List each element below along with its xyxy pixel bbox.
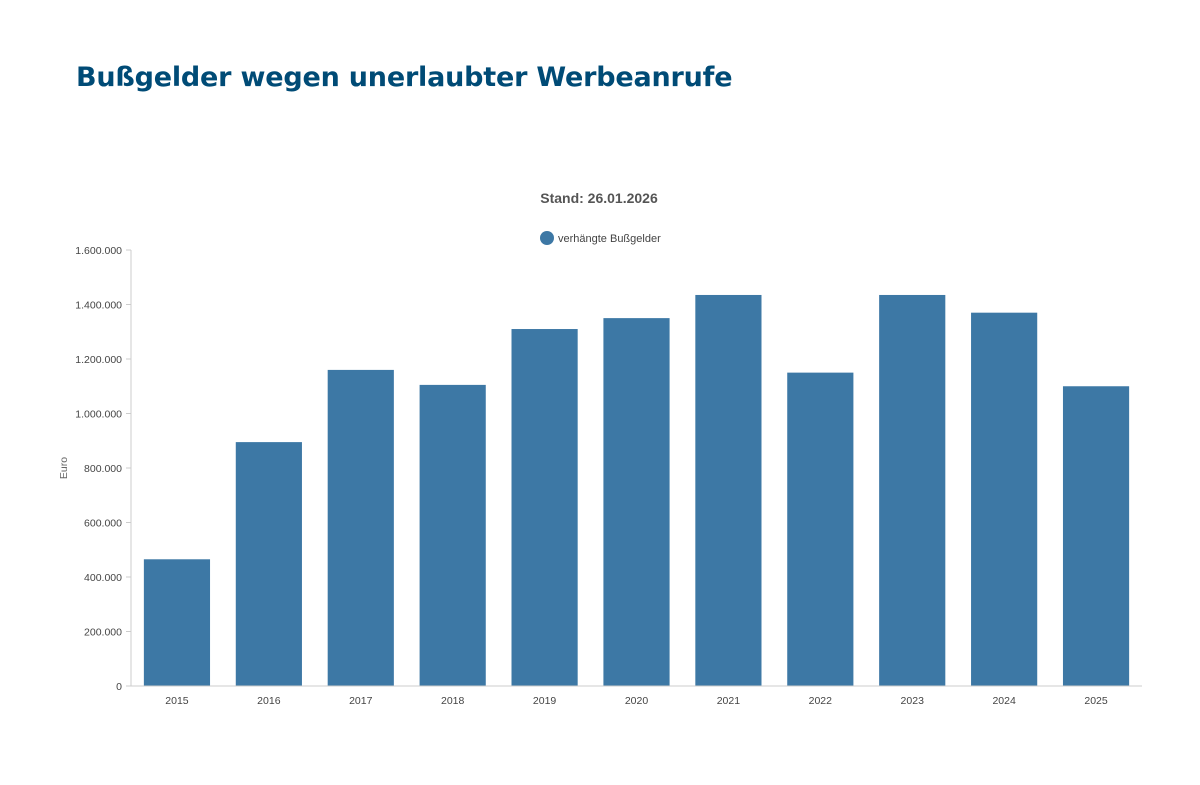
y-axis-ticks: 0 200.000 400.000 600.000 800.000 1.000.000 1.… (75, 245, 131, 693)
bar-2021[interactable] (695, 294, 762, 686)
x-tick-label: 2022 (809, 695, 833, 707)
page-title: Bußgelder wegen unerlaubter Werbeanrufe (76, 62, 733, 93)
y-axis-title: Euro (58, 457, 70, 479)
legend-marker[interactable] (540, 231, 554, 245)
y-tick-label: 400.000 (84, 572, 122, 584)
y-tick-label: 1.200.000 (75, 354, 122, 366)
y-tick-label: 1.600.000 (75, 245, 122, 257)
x-tick-label: 2016 (257, 695, 281, 707)
x-tick-label: 2021 (717, 695, 741, 707)
y-tick-label: 1.400.000 (75, 300, 122, 312)
x-axis-ticks: 2015 2016 2017 2018 2019 2020 2021 2022 2023 2024… (165, 695, 1108, 707)
bar-2019[interactable] (511, 329, 578, 686)
bar-2018[interactable] (419, 384, 486, 686)
x-tick-label: 2025 (1084, 695, 1108, 707)
x-tick-label: 2020 (625, 695, 649, 707)
y-tick-label: 200.000 (84, 627, 122, 639)
y-tick-label: 1.000.000 (75, 409, 122, 421)
y-tick-label: 0 (116, 681, 122, 693)
bar-2016[interactable] (235, 442, 302, 686)
x-tick-label: 2015 (165, 695, 189, 707)
y-tick-label: 800.000 (84, 463, 122, 475)
bar-2022[interactable] (787, 372, 854, 686)
bar-2024[interactable] (971, 312, 1038, 686)
legend-label[interactable]: verhängte Bußgelder (558, 233, 661, 245)
bar-2025[interactable] (1062, 386, 1130, 686)
bar-2020[interactable] (603, 318, 670, 686)
x-tick-label: 2018 (441, 695, 465, 707)
x-tick-label: 2019 (533, 695, 557, 707)
y-tick-label: 600.000 (84, 518, 122, 530)
bar-2015[interactable] (143, 559, 211, 686)
bar-2017[interactable] (327, 369, 394, 686)
chart-subtitle: Stand: 26.01.2026 (540, 190, 658, 206)
x-tick-label: 2023 (901, 695, 925, 707)
bars (143, 294, 1130, 686)
x-tick-label: 2017 (349, 695, 373, 707)
x-tick-label: 2024 (992, 695, 1016, 707)
bar-2023[interactable] (879, 294, 946, 686)
